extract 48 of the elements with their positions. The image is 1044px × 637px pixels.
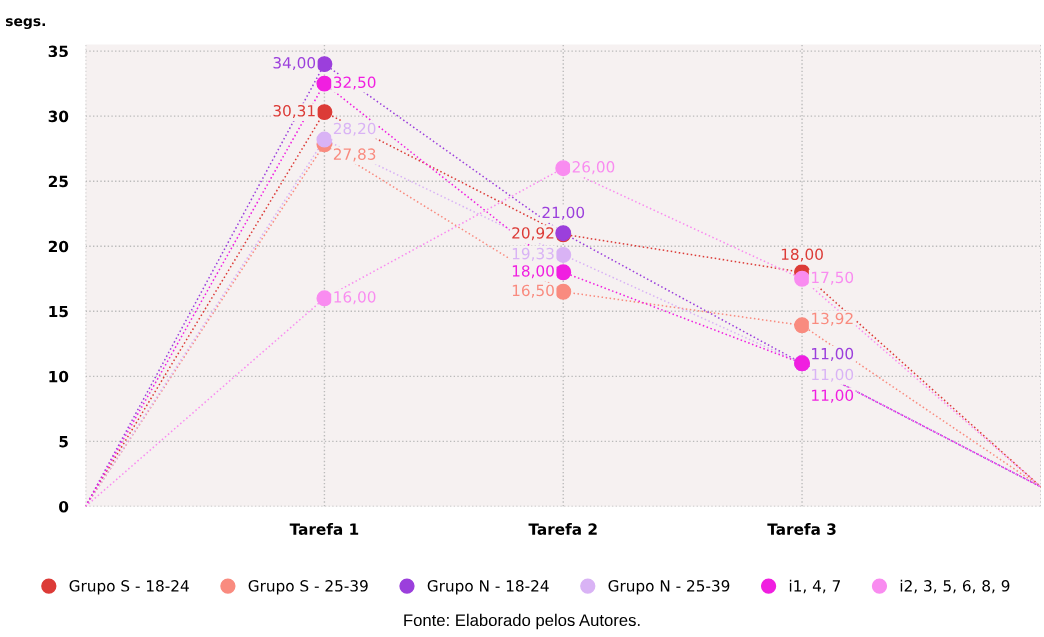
- data-label: 30,31: [273, 104, 315, 119]
- y-tick-label: 5: [59, 436, 68, 448]
- legend-label: Grupo S - 18-24: [69, 580, 189, 595]
- y-tick-label: 15: [49, 305, 68, 318]
- point: [316, 290, 333, 307]
- point: [555, 246, 572, 263]
- data-label: 32,50: [333, 76, 376, 90]
- y-tick-label: 20: [48, 240, 69, 253]
- data-label: 27,83: [333, 148, 376, 162]
- data-label: 16,50: [512, 284, 554, 298]
- x-tick-label: Tarefa 3: [767, 523, 836, 535]
- point: [555, 264, 572, 281]
- data-label: 26,00: [572, 161, 615, 175]
- source-note: Fonte: Elaborado pelos Autores.: [404, 613, 640, 630]
- point: [794, 270, 811, 287]
- y-tick-label: 0: [59, 500, 69, 513]
- data-label: 11,00: [812, 368, 854, 382]
- legend-label: i2, 3, 5, 6, 8, 9: [900, 579, 1010, 594]
- legend-label: Grupo N - 18-24: [427, 580, 549, 595]
- data-label: 13,92: [812, 312, 853, 326]
- data-label: 21,00: [542, 206, 585, 220]
- data-label: 17,50: [812, 271, 854, 285]
- point: [316, 75, 333, 92]
- point: [316, 56, 333, 73]
- point: [316, 131, 333, 148]
- point: [555, 283, 572, 300]
- data-label: 16,00: [334, 291, 376, 305]
- data-label: 20,92: [512, 227, 554, 241]
- point: [316, 104, 333, 121]
- data-label: 34,00: [273, 56, 316, 71]
- data-label: 19,33: [512, 247, 554, 261]
- x-tick-label: Tarefa 1: [289, 523, 359, 535]
- y-tick-label: 10: [49, 370, 69, 383]
- legend-label: Grupo N - 25-39: [608, 580, 730, 595]
- legend-label: Grupo S - 25-39: [248, 580, 368, 595]
- data-label: 11,00: [812, 389, 854, 403]
- data-label: 11,00: [812, 347, 854, 361]
- y-tick-label: 30: [48, 110, 69, 123]
- x-tick-label: Tarefa 2: [528, 523, 597, 535]
- y-axis-title: segs.: [5, 18, 45, 30]
- y-tick-label: 25: [48, 175, 68, 188]
- data-label: 28,20: [333, 122, 376, 136]
- y-tick-label: 35: [48, 45, 68, 58]
- point: [555, 160, 572, 177]
- legend-label: i1, 4, 7: [789, 579, 840, 594]
- data-label: 18,00: [512, 265, 554, 279]
- data-label: 18,00: [781, 248, 823, 262]
- point: [794, 317, 811, 334]
